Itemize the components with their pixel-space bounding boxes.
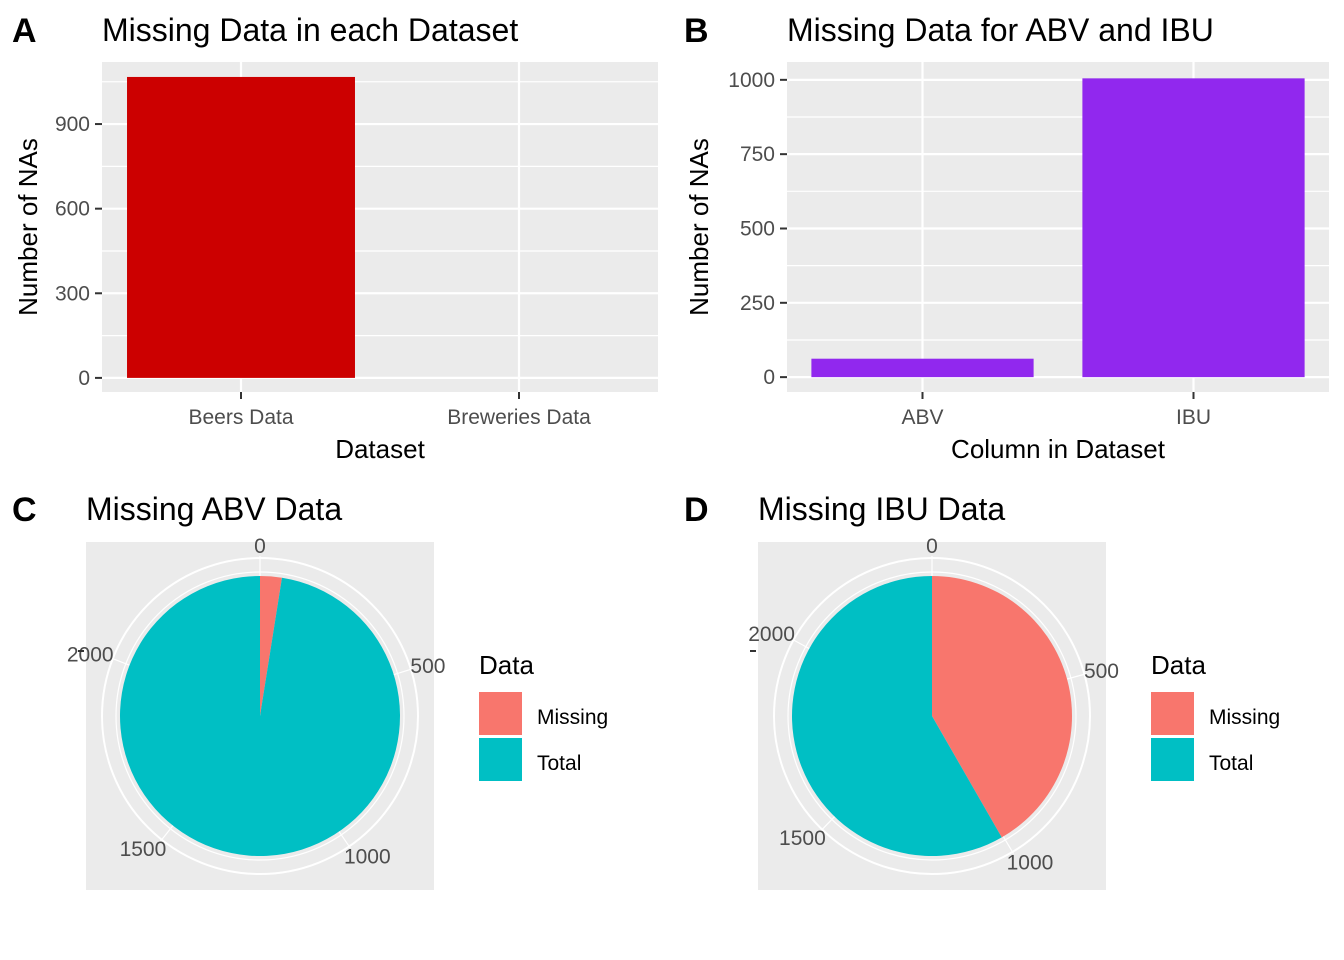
pie-slice (932, 576, 1072, 838)
pie-chart-d: 0 500 1000 1500 2000 Data Missing Total (748, 535, 1280, 890)
legend-label: Missing (537, 706, 608, 729)
radial-tick-label: 2000 (67, 643, 114, 666)
x-tick-label: Breweries Data (447, 406, 591, 429)
y-tick-label: 900 (55, 113, 90, 136)
legend-key (479, 738, 522, 781)
pie-slice (120, 576, 401, 856)
legend-label: Total (537, 752, 581, 775)
y-tick-label: 500 (740, 217, 775, 240)
chart-b-y-axis-title: Number of NAs (684, 138, 714, 316)
y-tick-label: 750 (740, 143, 775, 166)
y-tick-label: 1000 (728, 69, 775, 92)
chart-a-y-axis-title: Number of NAs (13, 138, 43, 316)
y-tick-label: 300 (55, 282, 90, 305)
panel-letter-d: D (684, 491, 709, 529)
bar-chart-b: 0 250 500 750 1000 ABV IBU Column in Dataset N… (684, 62, 1329, 464)
radial-tick-label: 500 (410, 655, 445, 678)
bar (1082, 78, 1305, 378)
pie-slice (791, 576, 1002, 856)
bar (127, 76, 355, 378)
chart-b-title: Missing Data for ABV and IBU (787, 12, 1214, 48)
radial-tick-label: 1500 (779, 827, 826, 850)
radial-tick-label: 0 (254, 535, 266, 558)
legend-key (1151, 738, 1194, 781)
chart-a-x-axis-title: Dataset (335, 434, 425, 464)
x-tick-label: Beers Data (188, 406, 293, 429)
x-tick-label: ABV (901, 406, 943, 429)
legend-label: Total (1209, 752, 1253, 775)
panel-letter-b: B (684, 12, 709, 50)
y-tick-label: 600 (55, 198, 90, 221)
radial-tick-label: 2000 (748, 623, 795, 646)
legend-key (479, 692, 522, 735)
chart-c-title: Missing ABV Data (86, 491, 342, 527)
pie-slice (260, 576, 282, 716)
radial-tick-label: 0 (926, 535, 938, 558)
pie-chart-c: 0 500 1000 1500 2000 Data Missing Total (67, 535, 608, 890)
y-tick-label: 0 (763, 366, 775, 389)
chart-d-title: Missing IBU Data (758, 491, 1005, 527)
chart-c-legend-title: Data (479, 650, 534, 680)
radial-tick-label: 500 (1084, 660, 1119, 683)
chart-b-x-axis-title: Column in Dataset (951, 434, 1166, 464)
bar (811, 358, 1034, 378)
panel-letter-a: A (12, 12, 37, 50)
chart-a-title: Missing Data in each Dataset (102, 12, 518, 48)
legend-key (1151, 692, 1194, 735)
legend-label: Missing (1209, 706, 1280, 729)
bar-chart-a: 0 300 600 900 Beers Data Breweries Data Datas… (13, 62, 658, 464)
chart-d-legend-title: Data (1151, 650, 1206, 680)
radial-tick-label: 1500 (120, 838, 167, 861)
y-tick-label: 250 (740, 292, 775, 315)
panel-letter-c: C (12, 491, 37, 529)
x-tick-label: IBU (1176, 406, 1211, 429)
radial-tick-label: 1000 (344, 845, 391, 868)
y-tick-label: 0 (78, 367, 90, 390)
radial-tick-label: 1000 (1007, 851, 1054, 874)
